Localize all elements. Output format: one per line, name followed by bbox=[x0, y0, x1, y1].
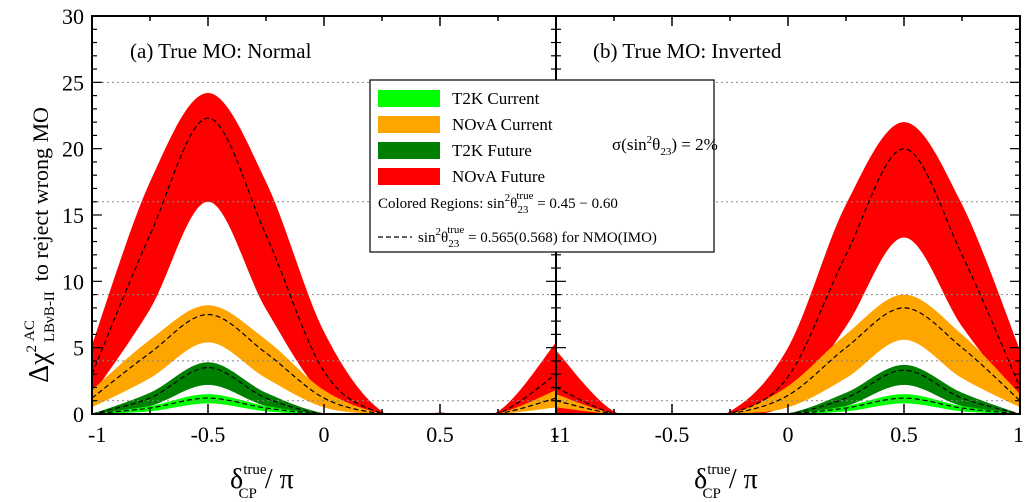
band-nova-current bbox=[92, 305, 556, 414]
bands-layer bbox=[92, 92, 556, 414]
central-curve-nova-future bbox=[556, 148, 1020, 414]
x-tick-label: 0.5 bbox=[426, 422, 454, 447]
panel-normal: -1 -0.5 0 0.5 1 0 5 10 15 20 25 30 (a) True MO: No… bbox=[62, 4, 560, 447]
central-curve-t2k-current bbox=[92, 397, 556, 414]
band-t2k-future bbox=[556, 364, 1020, 414]
x-tick-labels: -1 -0.5 0 0.5 1 bbox=[88, 422, 560, 447]
x-tick-label: 0 bbox=[783, 422, 794, 447]
legend-box bbox=[369, 79, 715, 253]
legend-label: T2K Current bbox=[452, 89, 540, 108]
y-title-main: Δχ bbox=[24, 352, 55, 383]
x-tick-label: 1 bbox=[1013, 422, 1024, 447]
y-tick-label: 0 bbox=[73, 402, 84, 427]
y-title-rest: to reject wrong MO bbox=[28, 107, 53, 281]
x-title-main: δ bbox=[694, 464, 707, 495]
legend-sigma: σ(sin2θ23) = 2% bbox=[612, 134, 718, 158]
central-curve-nova-current bbox=[556, 307, 1020, 414]
y-tick-label: 5 bbox=[73, 336, 84, 361]
x-title-rest: / π bbox=[729, 464, 758, 495]
legend-swatch bbox=[378, 168, 440, 185]
legend: T2K Current NOvA Current T2K Future NOvA Fu… bbox=[369, 79, 718, 253]
x-title-sup: true bbox=[707, 462, 731, 478]
band-t2k-current bbox=[92, 394, 556, 414]
y-title-sub: LBνB-II bbox=[42, 291, 58, 342]
legend-regions: Colored Regions: sin2θ23true = 0.45 − 0.… bbox=[378, 190, 618, 216]
legend-dashed: sin2θ23true = 0.565(0.568) for NMO(IMO) bbox=[418, 224, 657, 250]
bands-layer bbox=[556, 122, 1020, 414]
x-title-sup: true bbox=[243, 462, 267, 478]
x-tick-label: 0.5 bbox=[890, 422, 918, 447]
x-title-sub: CP bbox=[239, 486, 257, 502]
y-tick-label: 30 bbox=[62, 4, 84, 29]
x-tick-label: -1 bbox=[552, 422, 570, 447]
y-title-over: AC bbox=[22, 320, 38, 341]
y-tick-label: 20 bbox=[62, 137, 84, 162]
panel-label: (a) True MO: Normal bbox=[130, 39, 312, 63]
x-title-rest: / π bbox=[265, 464, 294, 495]
reference-lines bbox=[556, 81, 1020, 402]
y-title-sup: 2 bbox=[24, 345, 40, 353]
x-tick-label: 0 bbox=[319, 422, 330, 447]
band-nova-future bbox=[92, 92, 556, 414]
legend-label: T2K Future bbox=[452, 141, 532, 160]
x-tick-label: 1 bbox=[549, 422, 560, 447]
central-curve-nova-current bbox=[92, 313, 556, 414]
x-title-sub: CP bbox=[703, 486, 721, 502]
band-t2k-future bbox=[92, 362, 556, 414]
panel-inverted: -1 -0.5 0 0.5 1 (b) True MO: Inverted bbox=[552, 15, 1024, 447]
x-tick-label: -0.5 bbox=[191, 422, 226, 447]
band-nova-current bbox=[556, 294, 1020, 414]
y-axis-title: Δχ2 AC LBνB-II to reject wrong MO bbox=[22, 107, 58, 383]
legend-swatch bbox=[378, 116, 440, 133]
legend-label: NOvA Current bbox=[452, 115, 553, 134]
band-nova-future bbox=[556, 122, 1020, 414]
x-axis-title-left: δtrue CP / π bbox=[230, 462, 294, 502]
y-tick-label: 10 bbox=[62, 269, 84, 294]
y-tick-label: 15 bbox=[62, 203, 84, 228]
legend-entries: T2K Current NOvA Current T2K Future NOvA Fu… bbox=[378, 89, 553, 186]
legend-label: NOvA Future bbox=[452, 167, 545, 186]
x-title-main: δ bbox=[230, 464, 243, 495]
band-t2k-current bbox=[556, 394, 1020, 414]
y-tick-labels: 0 5 10 15 20 25 30 bbox=[62, 4, 84, 427]
x-tick-label: -0.5 bbox=[655, 422, 690, 447]
x-axis-title-right: δtrue CP / π bbox=[694, 462, 758, 502]
ticks bbox=[555, 15, 1021, 415]
legend-swatch bbox=[378, 142, 440, 159]
x-tick-label: -1 bbox=[88, 422, 106, 447]
y-tick-label: 25 bbox=[62, 70, 84, 95]
panel-label: (b) True MO: Inverted bbox=[593, 39, 782, 63]
legend-swatch bbox=[378, 90, 440, 107]
central-curve-nova-future bbox=[92, 117, 556, 414]
x-tick-labels: -1 -0.5 0 0.5 1 bbox=[552, 422, 1024, 447]
